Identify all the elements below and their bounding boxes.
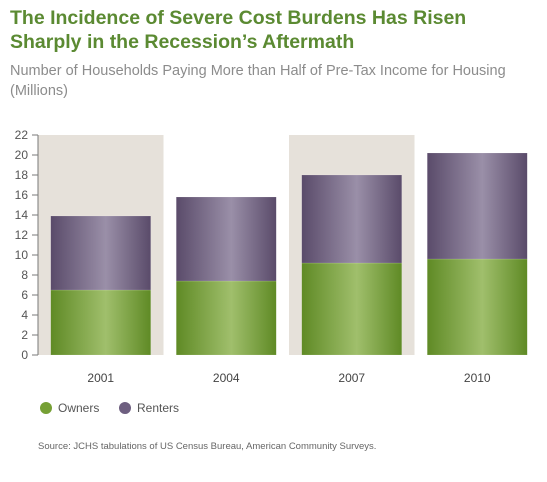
legend-owners-label: Owners [58, 401, 99, 415]
y-tick-label-8: 8 [21, 268, 28, 282]
y-tick-label-4: 4 [21, 308, 28, 322]
y-tick-label-10: 10 [15, 248, 29, 262]
y-tick-label-0: 0 [21, 348, 28, 362]
bar-renters-2010 [427, 152, 528, 260]
x-label-2004: 2004 [213, 371, 240, 385]
bar-owners-2004 [176, 280, 277, 356]
chart-legend: Owners Renters [40, 401, 179, 415]
bar-owners-2001 [50, 289, 151, 356]
y-tick-label-20: 20 [15, 148, 29, 162]
y-tick-label-16: 16 [15, 188, 29, 202]
bar-renters-2001 [50, 215, 151, 291]
y-tick-label-18: 18 [15, 168, 29, 182]
bar-owners-2010 [427, 258, 528, 356]
legend-renters-swatch [119, 402, 131, 414]
x-label-2007: 2007 [338, 371, 365, 385]
y-tick-label-12: 12 [15, 228, 29, 242]
bar-renters-2004 [176, 196, 277, 282]
y-tick-label-22: 22 [15, 128, 29, 142]
chart-title: The Incidence of Severe Cost Burdens Has… [10, 7, 467, 53]
legend-renters-label: Renters [137, 401, 179, 415]
bar-renters-2007 [301, 174, 402, 264]
source-note: Source: JCHS tabulations of US Census Bu… [38, 441, 377, 452]
y-tick-label-14: 14 [15, 208, 29, 222]
x-label-2001: 2001 [87, 371, 114, 385]
chart-subtitle: Number of Households Paying More than Ha… [10, 63, 506, 99]
y-tick-label-6: 6 [21, 288, 28, 302]
y-tick-label-2: 2 [21, 328, 28, 342]
bar-owners-2007 [301, 262, 402, 356]
legend-owners-swatch [40, 402, 52, 414]
x-label-2010: 2010 [464, 371, 491, 385]
